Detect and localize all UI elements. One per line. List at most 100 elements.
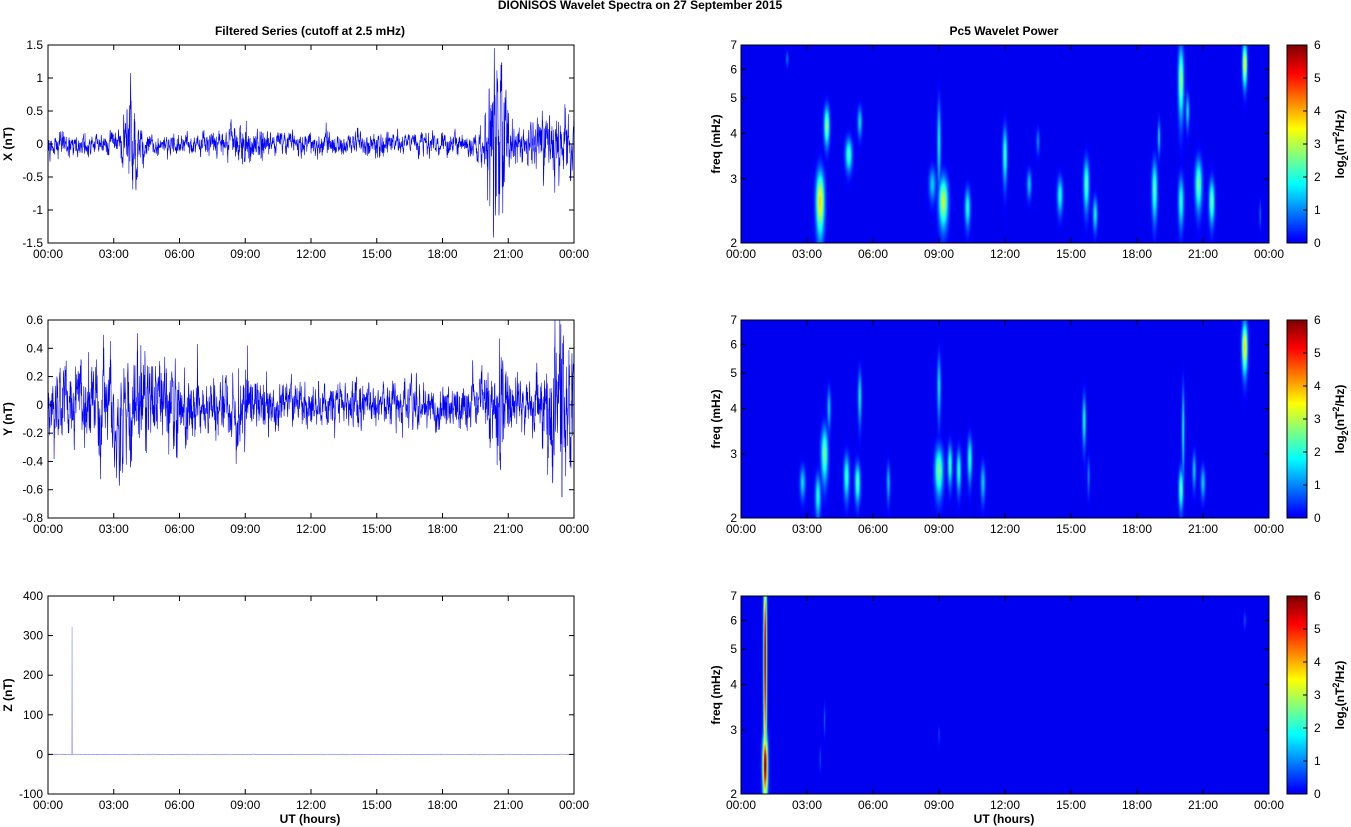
wx-cbtick-label-4: 4 [1314, 104, 1321, 118]
z-ytick-label-0: -100 [19, 787, 43, 801]
wz-cbtick-label-1: 1 [1314, 754, 1321, 768]
wx-ytick-label-3: 5 [730, 91, 737, 105]
y-ytick-label-2: -0.4 [22, 454, 43, 468]
y-ytick-label-1: -0.6 [22, 483, 43, 497]
wz-xtick-label-3: 09:00 [924, 798, 954, 812]
z-xtick-label-5: 15:00 [362, 798, 392, 812]
wy-ytick-label-4: 6 [730, 337, 737, 351]
wz-xtick-label-1: 03:00 [792, 798, 822, 812]
wz-ytick-label-3: 5 [730, 642, 737, 656]
wz-wavelet-power-image [741, 596, 1269, 794]
z-ytick-label-1: 0 [36, 747, 43, 761]
z-xtick-label-4: 12:00 [296, 798, 326, 812]
x-ytick-label-0: -1.5 [22, 236, 43, 250]
figure-title: DIONISOS Wavelet Spectra on 27 September… [498, 0, 783, 12]
z-xtick-label-6: 18:00 [427, 798, 457, 812]
panel-y: -0.8 -0.6 -0.4 -0.2 0 0.2 0.4 0.6 00:00 03:00 06:0… [1, 313, 589, 536]
xlabel-left: UT (hours) [280, 812, 341, 826]
wx-cbtick-label-0: 0 [1314, 236, 1321, 250]
x-ytick-label-1: -1 [32, 203, 43, 217]
wz-cbtick-label-6: 6 [1314, 589, 1321, 603]
z-ytick-label-2: 100 [23, 708, 43, 722]
y-ytick-label-4: 0 [36, 398, 43, 412]
wx-xtick-label-6: 18:00 [1122, 247, 1152, 261]
wz-colorbar-label: log2(nT2/Hz) [1331, 661, 1350, 730]
x-ylabel: X (nT) [1, 127, 15, 161]
z-ytick-label-3: 200 [23, 668, 43, 682]
y-xtick-label-1: 03:00 [99, 522, 129, 536]
z-ylabel: Z (nT) [1, 678, 15, 711]
wy-ytick-label-2: 4 [730, 401, 737, 415]
x-ytick-label-5: 1 [36, 71, 43, 85]
wz-cbtick-label-0: 0 [1314, 787, 1321, 801]
x-xtick-label-1: 03:00 [99, 247, 129, 261]
wy-xtick-label-8: 00:00 [1254, 522, 1284, 536]
wy-cbtick-label-5: 5 [1314, 346, 1321, 360]
wx-cbtick-label-1: 1 [1314, 203, 1321, 217]
y-xtick-label-4: 12:00 [296, 522, 326, 536]
wx-cbtick-label-2: 2 [1314, 170, 1321, 184]
x-series-line [47, 48, 575, 238]
x-xtick-label-6: 18:00 [427, 247, 457, 261]
wx-ytick-label-1: 3 [730, 172, 737, 186]
wx-xtick-label-8: 00:00 [1254, 247, 1284, 261]
wy-ytick-label-1: 3 [730, 447, 737, 461]
z-xtick-label-8: 00:00 [559, 798, 589, 812]
wy-colorbar-label: log2(nT2/Hz) [1331, 385, 1350, 454]
wx-ytick-label-0: 2 [730, 236, 737, 250]
wy-cbtick-label-1: 1 [1314, 478, 1321, 492]
wy-ytick-label-3: 5 [730, 366, 737, 380]
wz-cbtick-label-5: 5 [1314, 622, 1321, 636]
wy-xtick-label-5: 15:00 [1056, 522, 1086, 536]
y-ytick-label-0: -0.8 [22, 511, 43, 525]
wx-xtick-label-5: 15:00 [1056, 247, 1086, 261]
wy-xtick-label-7: 21:00 [1188, 522, 1218, 536]
right-column-title: Pc5 Wavelet Power [950, 24, 1059, 38]
y-xtick-label-2: 06:00 [164, 522, 194, 536]
wy-ylabel: freq (mHz) [709, 389, 723, 448]
wy-xtick-label-6: 18:00 [1122, 522, 1152, 536]
wx-cbtick-label-3: 3 [1314, 137, 1321, 151]
y-xtick-label-7: 21:00 [493, 522, 523, 536]
wy-ytick-label-0: 2 [730, 511, 737, 525]
wz-ytick-label-5: 7 [730, 589, 737, 603]
wx-ylabel: freq (mHz) [709, 114, 723, 173]
y-xtick-label-5: 15:00 [362, 522, 392, 536]
z-plot-bg [48, 596, 574, 794]
wz-cbtick-label-4: 4 [1314, 655, 1321, 669]
panel-wx: 2 3 4 5 6 7 00:00 03:00 06:00 09:00 12:00 15:00 18:0… [709, 38, 1350, 261]
wx-colorbar-label: log2(nT2/Hz) [1331, 110, 1350, 179]
wz-xtick-label-7: 21:00 [1188, 798, 1218, 812]
z-ytick-label-4: 300 [23, 629, 43, 643]
z-series-line [47, 626, 575, 756]
y-xtick-label-3: 09:00 [230, 522, 260, 536]
wz-xtick-label-0: 00:00 [726, 798, 756, 812]
wx-wavelet-power-image [741, 45, 1269, 243]
wz-xtick-label-2: 06:00 [858, 798, 888, 812]
left-column-title: Filtered Series (cutoff at 2.5 mHz) [215, 24, 405, 38]
y-xtick-label-0: 00:00 [33, 522, 63, 536]
wz-cbtick-label-3: 3 [1314, 688, 1321, 702]
wz-cbtick-label-2: 2 [1314, 721, 1321, 735]
wy-ytick-label-5: 7 [730, 313, 737, 327]
z-xtick-label-0: 00:00 [33, 798, 63, 812]
y-ytick-label-5: 0.2 [26, 370, 43, 384]
y-ytick-label-7: 0.6 [26, 313, 43, 327]
wz-xtick-label-6: 18:00 [1122, 798, 1152, 812]
wx-colorbar [1287, 45, 1307, 243]
wy-xtick-label-4: 12:00 [990, 522, 1020, 536]
wz-ytick-label-1: 3 [730, 723, 737, 737]
x-ytick-label-2: -0.5 [22, 170, 43, 184]
wy-wavelet-power-image [741, 320, 1269, 518]
y-ytick-label-6: 0.4 [26, 341, 43, 355]
wx-xtick-label-7: 21:00 [1188, 247, 1218, 261]
wx-xtick-label-0: 00:00 [726, 247, 756, 261]
wy-cbtick-label-3: 3 [1314, 412, 1321, 426]
panel-wz: 2 3 4 5 6 7 00:00 03:00 06:00 09:00 12:00 15:00 18:0… [709, 589, 1350, 812]
x-ytick-label-6: 1.5 [26, 38, 43, 52]
wx-xtick-label-1: 03:00 [792, 247, 822, 261]
panel-x: -1.5 -1 -0.5 0 0.5 1 1.5 00:00 03:00 06:00 09:00 12… [1, 38, 589, 261]
x-ytick-label-3: 0 [36, 137, 43, 151]
x-xtick-label-4: 12:00 [296, 247, 326, 261]
wx-xtick-label-3: 09:00 [924, 247, 954, 261]
